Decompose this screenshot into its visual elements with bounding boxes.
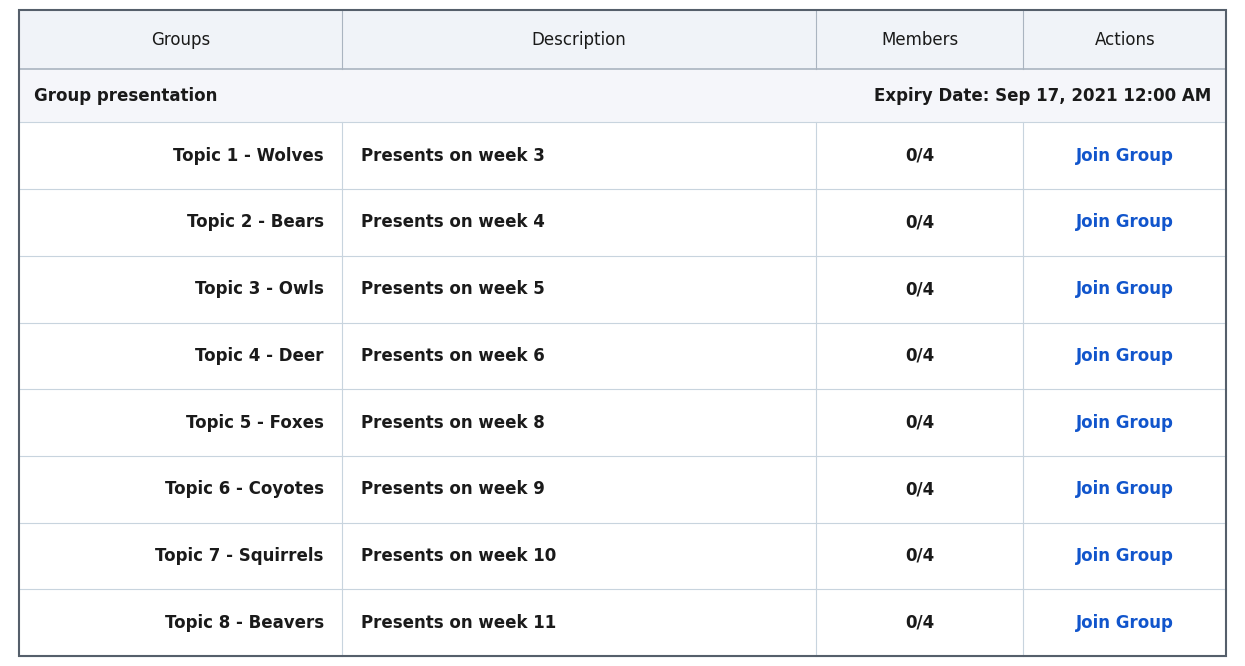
Bar (19, 256, 1226, 322)
Text: Join Group: Join Group (1076, 480, 1174, 498)
Text: Topic 2 - Bears: Topic 2 - Bears (187, 213, 324, 232)
Text: 0/4: 0/4 (905, 480, 934, 498)
Text: Presents on week 5: Presents on week 5 (361, 280, 545, 298)
Text: Topic 7 - Squirrels: Topic 7 - Squirrels (156, 547, 324, 565)
Text: Groups: Groups (151, 31, 210, 49)
Bar (19, 69, 1226, 123)
Text: Join Group: Join Group (1076, 213, 1174, 232)
Text: Topic 4 - Deer: Topic 4 - Deer (195, 347, 324, 365)
Text: 0/4: 0/4 (905, 213, 934, 232)
Text: Presents on week 10: Presents on week 10 (361, 547, 557, 565)
Text: Join Group: Join Group (1076, 347, 1174, 365)
Text: Expiry Date: Sep 17, 2021 12:00 AM: Expiry Date: Sep 17, 2021 12:00 AM (874, 87, 1211, 105)
Bar (19, 389, 1226, 456)
Text: Members: Members (881, 31, 959, 49)
Text: Presents on week 6: Presents on week 6 (361, 347, 545, 365)
Text: 0/4: 0/4 (905, 613, 934, 631)
Text: Join Group: Join Group (1076, 547, 1174, 565)
Text: Join Group: Join Group (1076, 147, 1174, 165)
Text: Topic 1 - Wolves: Topic 1 - Wolves (173, 147, 324, 165)
Bar (19, 523, 1226, 589)
Text: Actions: Actions (1094, 31, 1155, 49)
Text: 0/4: 0/4 (905, 280, 934, 298)
Text: Topic 8 - Beavers: Topic 8 - Beavers (164, 613, 324, 631)
Bar (19, 322, 1226, 389)
Text: Topic 6 - Coyotes: Topic 6 - Coyotes (164, 480, 324, 498)
Bar (19, 456, 1226, 523)
Bar (19, 123, 1226, 189)
Text: 0/4: 0/4 (905, 547, 934, 565)
Text: Presents on week 11: Presents on week 11 (361, 613, 557, 631)
Bar (19, 10, 1226, 69)
Text: Join Group: Join Group (1076, 613, 1174, 631)
Text: 0/4: 0/4 (905, 347, 934, 365)
Bar (19, 189, 1226, 256)
Text: Presents on week 9: Presents on week 9 (361, 480, 545, 498)
Text: 0/4: 0/4 (905, 147, 934, 165)
Text: Presents on week 8: Presents on week 8 (361, 414, 545, 432)
Text: Presents on week 3: Presents on week 3 (361, 147, 545, 165)
Text: Description: Description (532, 31, 626, 49)
Text: 0/4: 0/4 (905, 414, 934, 432)
Text: Topic 3 - Owls: Topic 3 - Owls (194, 280, 324, 298)
Text: Join Group: Join Group (1076, 280, 1174, 298)
Text: Presents on week 4: Presents on week 4 (361, 213, 545, 232)
Text: Group presentation: Group presentation (34, 87, 217, 105)
Text: Join Group: Join Group (1076, 414, 1174, 432)
Text: Topic 5 - Foxes: Topic 5 - Foxes (186, 414, 324, 432)
Bar (19, 589, 1226, 656)
